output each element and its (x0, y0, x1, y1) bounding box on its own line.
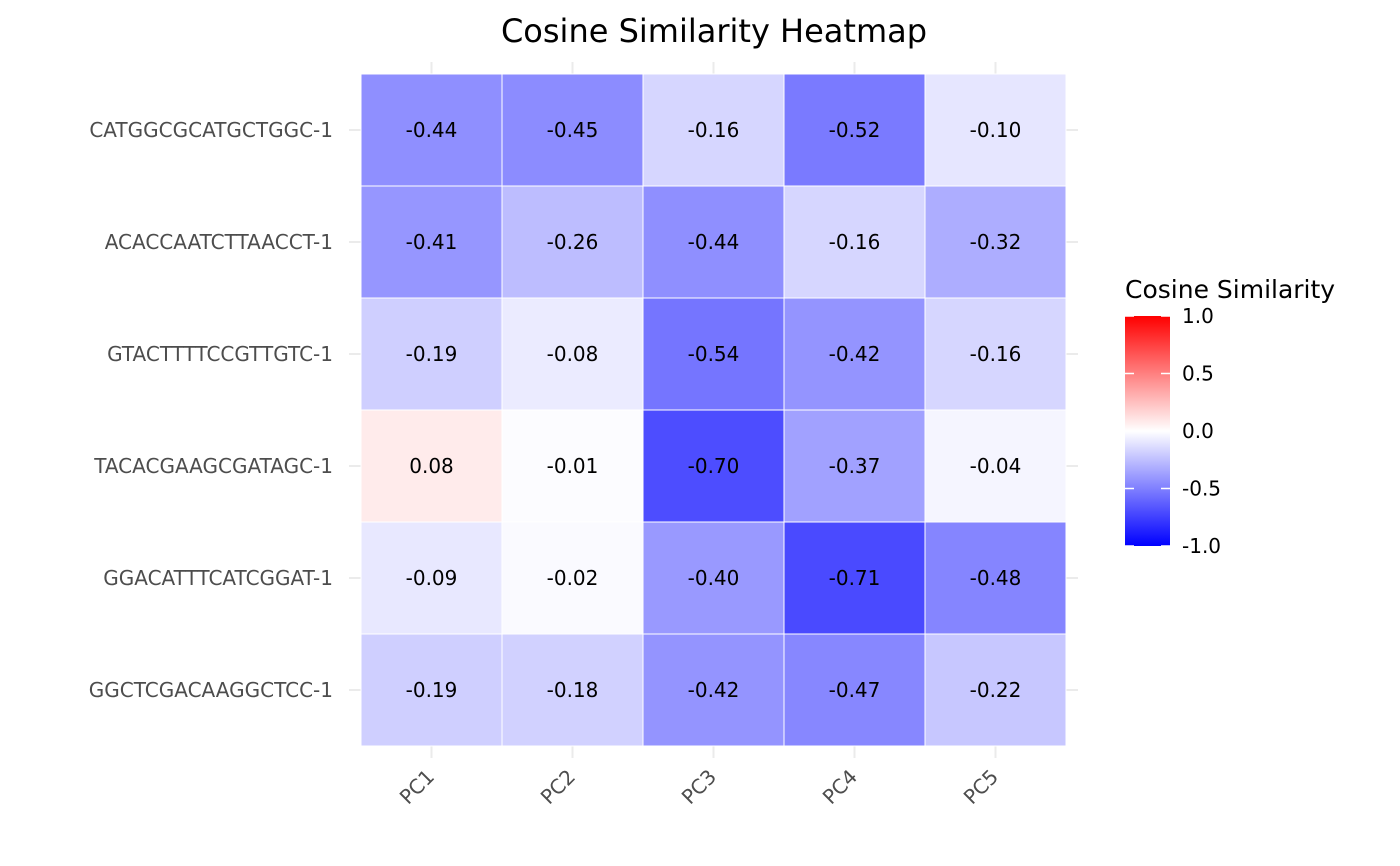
cell-value-label: -0.10 (970, 118, 1022, 142)
cell-value-label: -0.18 (547, 678, 599, 702)
cell-value-labels: -0.44 -0.45 -0.16 -0.52 -0.10 -0.41 -0.26 -0.44… (406, 118, 1022, 702)
cell-value-label: -0.19 (406, 342, 458, 366)
heatmap-cell (501, 409, 644, 523)
heatmap-cell (783, 633, 926, 747)
heatmap-cell (642, 409, 785, 523)
cell-value-label: -0.19 (406, 678, 458, 702)
y-axis: CATGGCGCATGCTGGC-1 ACACCAATCTTAACCT-1 GTAC… (89, 118, 333, 702)
x-axis: PC1 PC2 PC3 PC4 PC5 (395, 765, 1003, 809)
cell-value-label: 0.08 (409, 454, 454, 478)
heatmap-cell (783, 297, 926, 411)
cell-value-label: -0.41 (406, 230, 458, 254)
heatmap-cell (783, 409, 926, 523)
cell-value-label: -0.26 (547, 230, 599, 254)
y-tick-label: TACACGAAGCGATAGC-1 (93, 454, 333, 478)
cell-value-label: -0.16 (829, 230, 881, 254)
y-tick-label: GGCTCGACAAGGCTCC-1 (89, 678, 333, 702)
cell-value-label: -0.48 (970, 566, 1022, 590)
heatmap-cell (360, 185, 503, 299)
cell-value-label: -0.52 (829, 118, 881, 142)
cell-value-label: -0.37 (829, 454, 881, 478)
heatmap-cell (501, 633, 644, 747)
heatmap-cell (783, 185, 926, 299)
heatmap-cells (360, 73, 1067, 747)
heatmap-cell (924, 73, 1067, 187)
legend-tick-label: -1.0 (1182, 534, 1221, 558)
heatmap-cell (501, 297, 644, 411)
color-legend: Cosine Similarity 1.0 0.5 0.0 -0.5 -1.0 (1125, 275, 1335, 558)
y-tick-label: ACACCAATCTTAACCT-1 (105, 230, 333, 254)
heatmap-cell (924, 409, 1067, 523)
cell-value-label: -0.16 (688, 118, 740, 142)
legend-tick-label: 0.0 (1182, 419, 1214, 443)
heatmap-cell (360, 73, 503, 187)
y-tick-label: GGACATTTCATCGGAT-1 (103, 566, 333, 590)
heatmap-cell (360, 297, 503, 411)
heatmap-cell (360, 409, 503, 523)
heatmap-cell (783, 73, 926, 187)
cell-value-label: -0.40 (688, 566, 740, 590)
cell-value-label: -0.22 (970, 678, 1022, 702)
x-tick-label: PC1 (395, 765, 439, 809)
cell-value-label: -0.54 (688, 342, 740, 366)
cell-value-label: -0.71 (829, 566, 881, 590)
legend-tick-label: 0.5 (1182, 362, 1214, 386)
y-tick-label: CATGGCGCATGCTGGC-1 (89, 118, 333, 142)
heatmap-cell (501, 185, 644, 299)
heatmap-cell (642, 521, 785, 635)
heatmap-cell (642, 73, 785, 187)
cell-value-label: -0.47 (829, 678, 881, 702)
heatmap-cell (360, 633, 503, 747)
heatmap-cell (924, 185, 1067, 299)
cell-value-label: -0.42 (829, 342, 881, 366)
legend-tick-label: 1.0 (1182, 304, 1214, 328)
x-tick-label: PC2 (536, 765, 580, 809)
cell-value-label: -0.44 (406, 118, 458, 142)
cell-value-label: -0.44 (688, 230, 740, 254)
heatmap-cell (642, 297, 785, 411)
cell-value-label: -0.08 (547, 342, 599, 366)
heatmap-cell (783, 521, 926, 635)
cell-value-label: -0.01 (547, 454, 599, 478)
cell-value-label: -0.04 (970, 454, 1022, 478)
cell-value-label: -0.02 (547, 566, 599, 590)
heatmap-cell (501, 521, 644, 635)
heatmap-cell (501, 73, 644, 187)
x-tick-label: PC3 (677, 765, 721, 809)
cell-value-label: -0.32 (970, 230, 1022, 254)
cell-value-label: -0.70 (688, 454, 740, 478)
cell-value-label: -0.42 (688, 678, 740, 702)
legend-ticks: 1.0 0.5 0.0 -0.5 -1.0 (1125, 304, 1221, 558)
heatmap-cell (924, 633, 1067, 747)
x-tick-label: PC5 (959, 765, 1003, 809)
legend-tick-label: -0.5 (1182, 477, 1221, 501)
y-tick-label: GTACTTTTCCGTTGTC-1 (107, 342, 333, 366)
cell-value-label: -0.45 (547, 118, 599, 142)
x-tick-label: PC4 (818, 765, 862, 809)
legend-title: Cosine Similarity (1125, 275, 1335, 304)
heatmap-cell (360, 521, 503, 635)
heatmap-cell (924, 297, 1067, 411)
chart-title: Cosine Similarity Heatmap (501, 12, 927, 50)
cell-value-label: -0.16 (970, 342, 1022, 366)
cell-value-label: -0.09 (406, 566, 458, 590)
